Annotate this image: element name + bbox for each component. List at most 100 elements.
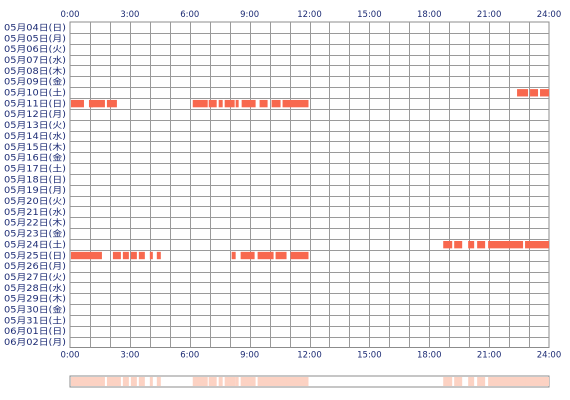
x-tick-label-top: 9:00 <box>240 10 259 20</box>
day-label: 05月08日(木) <box>4 66 66 77</box>
activity-bar <box>70 251 102 260</box>
x-tick-label-bottom: 18:00 <box>417 351 442 361</box>
activity-bar <box>90 99 105 108</box>
x-tick-label-bottom: 0:00 <box>60 351 79 361</box>
summary-bar <box>138 377 145 386</box>
activity-bar <box>240 251 255 260</box>
activity-bar <box>454 241 463 249</box>
summary-bar <box>122 377 129 386</box>
x-tick-label-top: 0:00 <box>60 10 79 20</box>
activity-bar <box>138 251 145 260</box>
x-tick-label-bottom: 3:00 <box>120 351 139 361</box>
day-label: 05月27日(火) <box>4 273 66 283</box>
summary-bar <box>525 377 549 386</box>
activity-bar <box>257 251 274 260</box>
summary-bar <box>488 377 524 386</box>
x-tick-label-bottom: 9:00 <box>240 351 259 361</box>
x-tick-label-top: 12:00 <box>297 10 322 20</box>
summary-bar <box>240 377 255 386</box>
day-label: 05月17日(土) <box>4 163 66 174</box>
day-label: 05月23日(金) <box>4 229 66 240</box>
activity-bar <box>112 251 121 260</box>
activity-bar <box>530 89 539 97</box>
summary-bar <box>231 377 236 386</box>
grid-lines <box>70 22 549 348</box>
day-label: 05月13日(火) <box>4 121 66 131</box>
summary-bar <box>156 377 161 386</box>
day-label: 05月10日(土) <box>4 88 66 99</box>
day-label: 05月28日(水) <box>4 283 66 294</box>
activity-bar <box>224 99 235 108</box>
day-label: 05月24日(土) <box>4 239 66 250</box>
bottom-tick-labels: 0:00 3:00 6:00 9:00 12:00 15:00 18:00 21:00 24:0… <box>60 351 561 361</box>
activity-bar <box>218 99 223 108</box>
summary-bars <box>70 377 549 386</box>
activity-bar <box>525 241 549 249</box>
summary-bar <box>106 377 117 386</box>
x-tick-label-bottom: 24:00 <box>537 351 562 361</box>
day-label: 05月30日(金) <box>4 305 66 316</box>
activity-bar <box>231 251 236 260</box>
activity-bar <box>488 241 524 249</box>
x-tick-label-top: 24:00 <box>537 10 562 20</box>
activity-bar <box>468 241 475 249</box>
activity-bar <box>70 99 84 108</box>
day-labels: 05月04日(日)05月05日(月)05月06日(火)05月07日(水)05月0… <box>4 23 66 348</box>
summary-bar <box>477 377 486 386</box>
x-tick-label-bottom: 6:00 <box>180 351 199 361</box>
summary-bar <box>468 377 475 386</box>
activity-bar <box>130 251 137 260</box>
x-tick-label-bottom: 12:00 <box>297 351 322 361</box>
day-label: 05月05日(月) <box>4 34 66 44</box>
x-tick-label-top: 21:00 <box>477 10 502 20</box>
day-label: 05月19日(月) <box>4 186 66 196</box>
activity-bar <box>517 89 529 97</box>
day-label: 05月07日(水) <box>4 55 66 66</box>
x-tick-label-top: 18:00 <box>417 10 442 20</box>
day-label: 05月21日(水) <box>4 207 66 218</box>
summary-bar <box>275 377 287 386</box>
activity-bar <box>271 99 281 108</box>
summary-bar <box>454 377 463 386</box>
activity-bar <box>235 99 239 108</box>
day-label: 05月20日(火) <box>4 197 66 207</box>
day-label: 06月01日(日) <box>4 327 66 337</box>
day-label: 05月16日(金) <box>4 153 66 164</box>
x-tick-label-bottom: 21:00 <box>477 351 502 361</box>
summary-bar <box>224 377 235 386</box>
day-label: 05月04日(日) <box>4 23 66 33</box>
activity-bar <box>282 99 309 108</box>
activity-bar <box>275 251 287 260</box>
day-label: 05月11日(日) <box>4 99 66 109</box>
top-tick-labels: 0:00 3:00 6:00 9:00 12:00 15:00 18:00 21:00 24:0… <box>60 10 561 20</box>
summary-bar <box>130 377 137 386</box>
x-tick-label-top: 3:00 <box>120 10 139 20</box>
plot-area <box>69 21 550 348</box>
activity-bar <box>443 241 453 249</box>
x-tick-label-top: 6:00 <box>180 10 199 20</box>
activity-bar <box>106 99 117 108</box>
day-label: 05月09日(金) <box>4 77 66 88</box>
activity-bar <box>156 251 161 260</box>
summary-bar <box>218 377 223 386</box>
activity-bar <box>208 99 217 108</box>
summary-bar <box>70 377 102 386</box>
day-label: 05月12日(月) <box>4 110 66 120</box>
activity-bars <box>70 89 549 260</box>
x-tick-label-top: 15:00 <box>357 10 382 20</box>
day-label: 05月18日(日) <box>4 175 66 185</box>
summary-bar <box>290 377 309 386</box>
day-label: 06月02日(月) <box>4 338 66 348</box>
summary-bar <box>149 377 153 386</box>
day-label: 05月31日(土) <box>4 315 66 326</box>
activity-bar <box>149 251 153 260</box>
activity-bar <box>259 99 268 108</box>
day-label: 05月14日(水) <box>4 131 66 142</box>
summary-bar <box>443 377 453 386</box>
summary-bar <box>112 377 121 386</box>
summary-bar <box>208 377 217 386</box>
day-label: 05月15日(木) <box>4 142 66 153</box>
summary-bar <box>257 377 274 386</box>
day-label: 05月29日(木) <box>4 294 66 305</box>
